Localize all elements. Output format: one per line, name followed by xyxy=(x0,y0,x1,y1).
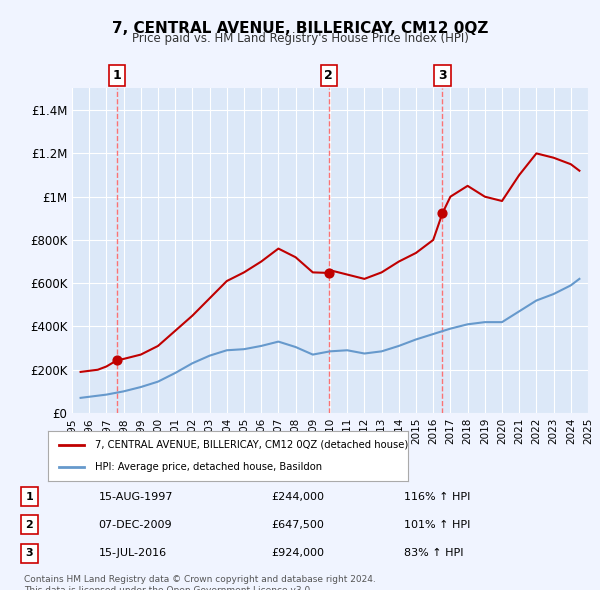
Point xyxy=(324,268,334,278)
Point xyxy=(437,208,447,218)
Text: 101% ↑ HPI: 101% ↑ HPI xyxy=(404,520,470,530)
Text: 7, CENTRAL AVENUE, BILLERICAY, CM12 0QZ: 7, CENTRAL AVENUE, BILLERICAY, CM12 0QZ xyxy=(112,21,488,35)
Text: 2: 2 xyxy=(325,69,333,82)
Text: 1: 1 xyxy=(113,69,121,82)
Text: 116% ↑ HPI: 116% ↑ HPI xyxy=(404,491,470,502)
Text: 7, CENTRAL AVENUE, BILLERICAY, CM12 0QZ (detached house): 7, CENTRAL AVENUE, BILLERICAY, CM12 0QZ … xyxy=(95,440,408,450)
Text: 2: 2 xyxy=(25,520,33,530)
Text: 3: 3 xyxy=(25,548,33,558)
Text: 83% ↑ HPI: 83% ↑ HPI xyxy=(404,548,463,558)
Text: HPI: Average price, detached house, Basildon: HPI: Average price, detached house, Basi… xyxy=(95,462,322,472)
Text: 3: 3 xyxy=(438,69,447,82)
Text: 1: 1 xyxy=(25,491,33,502)
Text: 15-AUG-1997: 15-AUG-1997 xyxy=(98,491,173,502)
Text: 07-DEC-2009: 07-DEC-2009 xyxy=(98,520,172,530)
Point xyxy=(112,356,122,365)
Text: Contains HM Land Registry data © Crown copyright and database right 2024.
This d: Contains HM Land Registry data © Crown c… xyxy=(24,575,376,590)
Text: £924,000: £924,000 xyxy=(271,548,324,558)
Text: 15-JUL-2016: 15-JUL-2016 xyxy=(98,548,167,558)
Text: £244,000: £244,000 xyxy=(271,491,324,502)
Text: £647,500: £647,500 xyxy=(271,520,324,530)
Text: Price paid vs. HM Land Registry's House Price Index (HPI): Price paid vs. HM Land Registry's House … xyxy=(131,32,469,45)
